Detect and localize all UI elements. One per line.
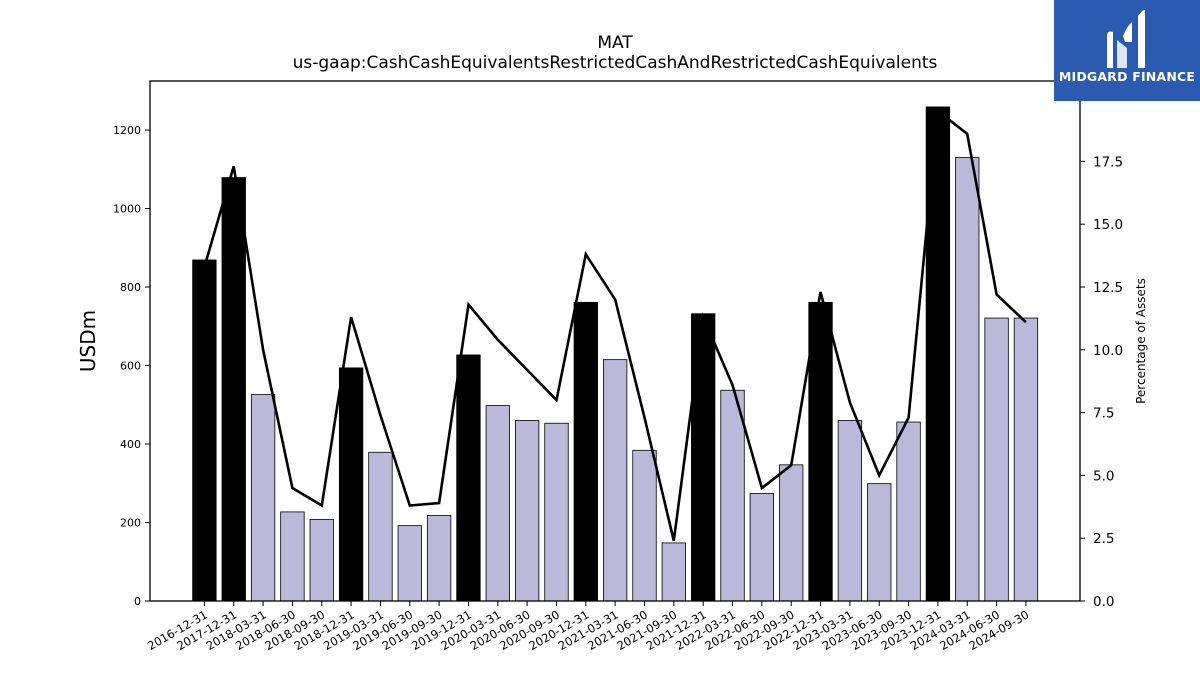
bar-2016-12-31 — [192, 259, 217, 602]
y-tick-label-600: 600 — [120, 360, 141, 373]
y-tick-label-1200: 1200 — [113, 124, 141, 137]
y2-tick-label-0.0: 0.0 — [1093, 594, 1114, 610]
bar-2018-12-31 — [338, 367, 364, 602]
y-tick-label-800: 800 — [120, 281, 141, 294]
bar-2019-06-30 — [397, 525, 422, 602]
bar-2021-03-31 — [603, 359, 628, 602]
y2-tick-label-12.5: 12.5 — [1093, 280, 1123, 296]
bar-2023-06-30 — [867, 483, 892, 602]
chart-subtitle: us-gaap:CashCashEquivalentsRestrictedCas… — [292, 53, 938, 73]
bar-2021-06-30 — [632, 449, 657, 602]
bar-2024-03-31 — [955, 157, 980, 602]
bar-2023-09-30 — [896, 421, 921, 602]
bar-2019-09-30 — [426, 515, 452, 602]
midgard-m-logo-icon — [1107, 10, 1145, 68]
bar-2021-12-31 — [691, 313, 716, 602]
bar-2020-12-31 — [573, 301, 598, 602]
bar-2020-09-30 — [544, 422, 569, 602]
bar-2018-09-30 — [309, 518, 334, 602]
bar-2022-03-31 — [720, 389, 745, 602]
y2-tick-label-15.0: 15.0 — [1093, 217, 1123, 233]
bar-2018-03-31 — [250, 394, 276, 602]
bar-2022-09-30 — [779, 464, 804, 602]
percentage-line — [203, 108, 1027, 542]
bar-2021-09-30 — [661, 542, 686, 602]
bar-2020-06-30 — [514, 420, 540, 602]
y2-tick-label-17.5: 17.5 — [1093, 154, 1123, 170]
y-axis-title: USDm — [76, 310, 100, 372]
bar-2020-03-31 — [485, 405, 510, 602]
y2-axis-title: Percentage of Assets — [1134, 278, 1148, 404]
y-tick-label-200: 200 — [120, 517, 141, 530]
y-tick-label-1000: 1000 — [113, 203, 141, 216]
bar-2023-12-31 — [925, 106, 951, 602]
bar-2023-03-31 — [837, 420, 863, 602]
brand-name: MIDGARD FINANCE — [1058, 69, 1196, 84]
bar-2017-12-31 — [221, 177, 246, 602]
y-tick-label-0: 0 — [134, 595, 141, 608]
brand-logo: MIDGARD FINANCE — [1054, 0, 1200, 101]
bar-2018-06-30 — [280, 511, 305, 602]
bar-2024-09-30 — [1013, 317, 1039, 602]
y2-tick-label-7.5: 7.5 — [1093, 406, 1114, 422]
chart-title: MAT — [597, 33, 633, 53]
bar-2019-03-31 — [368, 451, 393, 602]
bar-2024-06-30 — [984, 317, 1009, 602]
y-tick-label-400: 400 — [120, 438, 141, 451]
bar-2022-06-30 — [749, 493, 775, 602]
y2-tick-label-10.0: 10.0 — [1093, 343, 1123, 359]
bar-2019-12-31 — [456, 354, 481, 602]
y2-tick-label-2.5: 2.5 — [1093, 531, 1114, 547]
y2-tick-label-5.0: 5.0 — [1093, 468, 1114, 484]
